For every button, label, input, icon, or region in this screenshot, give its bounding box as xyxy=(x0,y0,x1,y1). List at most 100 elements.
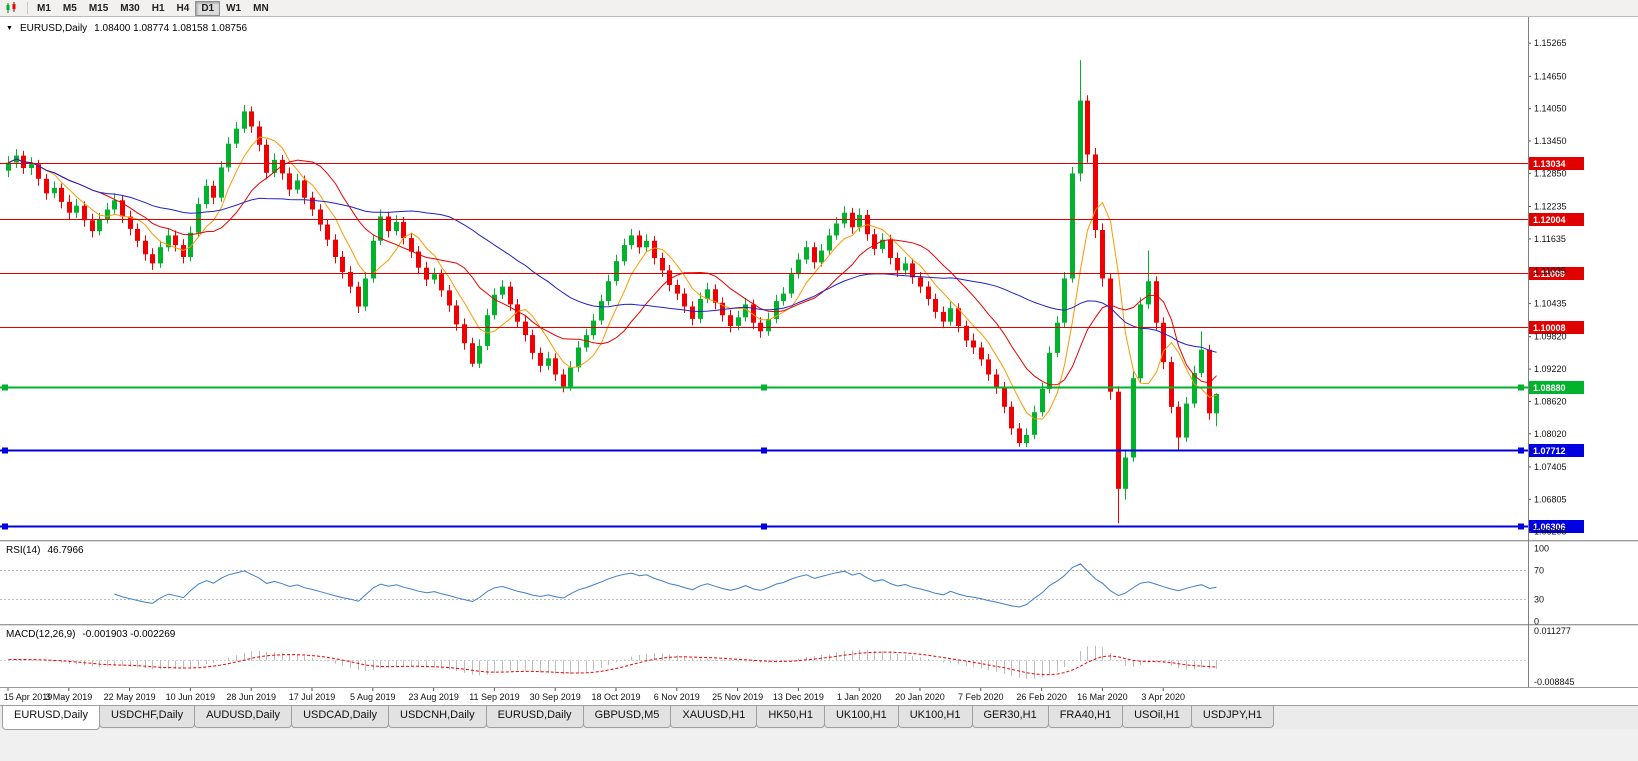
price-line-badge xyxy=(1529,157,1584,170)
macd-axis-label: 0.011277 xyxy=(1534,626,1571,636)
rsi-level-label: 30 xyxy=(1534,595,1544,605)
line-handle[interactable] xyxy=(761,447,767,454)
date-axis-label: 3 May 2019 xyxy=(45,692,92,702)
chart-tab-usdchf-daily[interactable]: USDCHF,Daily xyxy=(98,706,196,728)
price-line-badge-label: 1.07712 xyxy=(1533,446,1566,456)
timeframe-button-m15[interactable]: M15 xyxy=(83,1,114,16)
date-axis-label: 13 Dec 2019 xyxy=(773,692,824,702)
panel-divider[interactable] xyxy=(0,624,1638,627)
timeframe-button-mn[interactable]: MN xyxy=(247,1,275,16)
chart-tab-uk100-h1[interactable]: UK100,H1 xyxy=(897,706,973,728)
price-tick-label: 1.14650 xyxy=(1534,71,1567,81)
price-line-badge xyxy=(1529,520,1584,533)
price-tick-label: 1.08020 xyxy=(1534,429,1567,439)
price-line-badge-label: 1.12004 xyxy=(1533,215,1566,225)
candles-layer xyxy=(6,60,1219,524)
timeframe-button-m30[interactable]: M30 xyxy=(114,1,145,16)
date-axis-label: 23 Aug 2019 xyxy=(408,692,459,702)
macd-signal-line xyxy=(8,651,1217,676)
chart-tab-audusd-daily[interactable]: AUDUSD,Daily xyxy=(194,706,293,728)
price-line-badge xyxy=(1529,321,1584,334)
price-line-badge-label: 1.11009 xyxy=(1533,269,1565,279)
line-handle[interactable] xyxy=(2,523,8,530)
rsi-line xyxy=(114,563,1217,608)
price-tick-label: 1.07405 xyxy=(1534,462,1567,472)
chart-tab-fra40-h1[interactable]: FRA40,H1 xyxy=(1047,706,1124,728)
price-tick-label: 1.14050 xyxy=(1534,104,1567,114)
price-line-badge-label: 1.13034 xyxy=(1533,159,1566,169)
date-axis-label: 6 Nov 2019 xyxy=(654,692,700,702)
line-handle[interactable] xyxy=(1518,384,1524,391)
horizontal-lines-layer[interactable]: 1.13034 1.12004 1.11009 1.10008 1.08880 1.077… xyxy=(0,157,1584,533)
timeframe-button-m1[interactable]: M1 xyxy=(31,1,57,16)
price-tick-label: 1.11035 xyxy=(1534,266,1566,276)
date-axis-label: 10 Jun 2019 xyxy=(166,692,216,702)
chart-tab-eurusd-daily[interactable]: EURUSD,Daily xyxy=(2,706,100,730)
date-axis-label: 26 Feb 2020 xyxy=(1016,692,1067,702)
macd-histogram xyxy=(8,645,1217,679)
date-axis-label: 16 Mar 2020 xyxy=(1077,692,1128,702)
rsi-level-label: 70 xyxy=(1534,566,1544,576)
price-tick-label: 1.12850 xyxy=(1534,168,1567,178)
line-handle[interactable] xyxy=(2,447,8,454)
timeframe-button-m5[interactable]: M5 xyxy=(57,1,83,16)
chart-tab-bar: EURUSD,Daily USDCHF,Daily AUDUSD,Daily USDC… xyxy=(0,705,1638,730)
line-handle[interactable] xyxy=(1518,447,1524,454)
date-axis-label: 25 Nov 2019 xyxy=(712,692,763,702)
chart-tab-gbpusd-m5[interactable]: GBPUSD,M5 xyxy=(582,706,672,728)
line-handle[interactable] xyxy=(761,384,767,391)
price-line-badge-label: 1.10008 xyxy=(1533,323,1566,333)
chart-tab-xauusd-h1[interactable]: XAUUSD,H1 xyxy=(670,706,758,728)
price-tick-label: 1.15265 xyxy=(1534,38,1567,48)
chart-tab-eurusd-daily[interactable]: EURUSD,Daily xyxy=(485,706,584,728)
date-axis-label: 1 Jan 2020 xyxy=(837,692,882,702)
line-handle[interactable] xyxy=(2,384,8,391)
date-axis-label: 22 May 2019 xyxy=(104,692,156,702)
chart-tab-usdcad-daily[interactable]: USDCAD,Daily xyxy=(291,706,390,728)
date-axis-label: 17 Jul 2019 xyxy=(289,692,336,702)
date-axis-label: 28 Jun 2019 xyxy=(226,692,276,702)
chart-tab-ger30-h1[interactable]: GER30,H1 xyxy=(971,706,1049,728)
date-axis-label: 15 Apr 2019 xyxy=(4,692,53,702)
chart-icon[interactable] xyxy=(3,1,21,15)
timeframe-buttons: M1 M5 M15 M30 H1 H4 D1 W1 MN xyxy=(31,0,275,16)
chart-tab-usdjpy-h1[interactable]: USDJPY,H1 xyxy=(1190,706,1275,728)
price-tick-label: 1.10435 xyxy=(1534,299,1567,309)
timeframe-button-h1[interactable]: H1 xyxy=(146,1,171,16)
chart-tab-usdcnh-daily[interactable]: USDCNH,Daily xyxy=(388,706,487,728)
date-axis-label: 5 Aug 2019 xyxy=(350,692,396,702)
panel-divider[interactable] xyxy=(0,540,1638,543)
status-strip xyxy=(0,729,1638,761)
price-tick-label: 1.13450 xyxy=(1534,136,1567,146)
price-tick-label: 1.11635 xyxy=(1534,234,1566,244)
price-tick-label: 1.09220 xyxy=(1534,364,1567,374)
price-tick-label: 1.09820 xyxy=(1534,332,1567,342)
chart-tab-uk100-h1[interactable]: UK100,H1 xyxy=(823,706,899,728)
date-axis-label: 30 Sep 2019 xyxy=(530,692,581,702)
price-tick-label: 1.12235 xyxy=(1534,202,1567,212)
timeframe-toolbar: M1 M5 M15 M30 H1 H4 D1 W1 MN xyxy=(0,0,1638,17)
timeframe-button-w1[interactable]: W1 xyxy=(220,1,247,16)
price-tick-label: 1.08620 xyxy=(1534,396,1567,406)
chart-tab-usoil-h1[interactable]: USOil,H1 xyxy=(1122,706,1192,728)
price-line-badge xyxy=(1529,381,1584,394)
price-tick-label: 1.06805 xyxy=(1534,494,1567,504)
macd-axis-label: -0.008845 xyxy=(1534,677,1575,687)
date-axis-label: 20 Jan 2020 xyxy=(895,692,945,702)
date-axis-label: 7 Feb 2020 xyxy=(958,692,1004,702)
price-line-badge xyxy=(1529,213,1584,226)
date-axis-label: 18 Oct 2019 xyxy=(591,692,640,702)
chart-icon-glyph xyxy=(6,2,16,13)
ma-line-13 xyxy=(8,158,1217,386)
line-handle[interactable] xyxy=(1518,523,1524,530)
timeframe-button-d1[interactable]: D1 xyxy=(195,0,221,16)
timeframe-button-h4[interactable]: H4 xyxy=(171,1,196,16)
price-line-badge xyxy=(1529,267,1584,280)
price-line-badge-label: 1.06306 xyxy=(1533,522,1566,532)
date-axis-label: 3 Apr 2020 xyxy=(1141,692,1185,702)
price-chart-svg[interactable]: 1.13034 1.12004 1.11009 1.10008 1.08880 1.077… xyxy=(0,17,1638,705)
chart-tab-hk50-h1[interactable]: HK50,H1 xyxy=(756,706,825,728)
line-handle[interactable] xyxy=(761,523,767,530)
rsi-level-label: 0 xyxy=(1534,617,1539,627)
